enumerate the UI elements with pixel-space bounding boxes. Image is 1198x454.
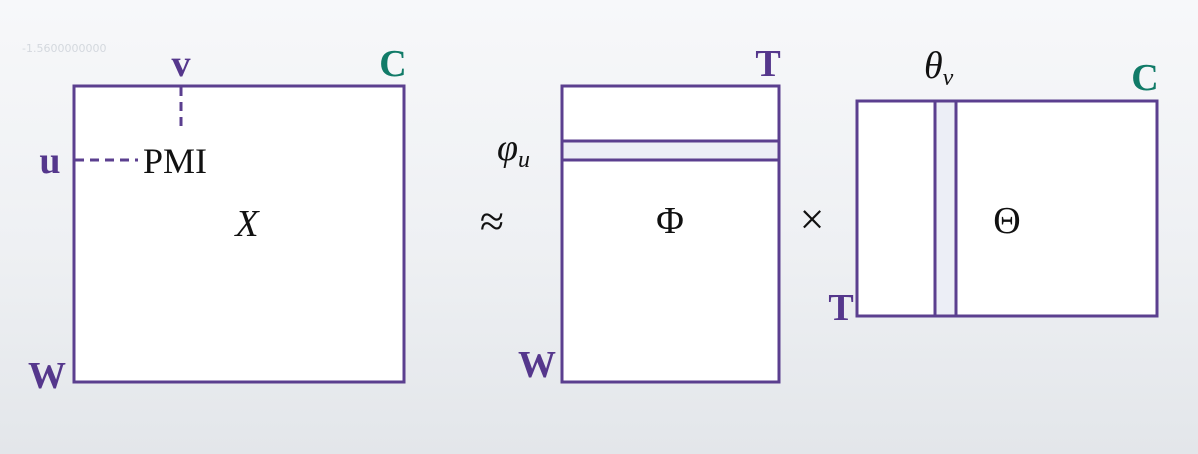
- matrix-phi-col-dim: T: [755, 43, 780, 85]
- matrix-theta-symbol: Θ: [993, 200, 1020, 242]
- matrix-theta-row-dim: T: [828, 287, 853, 329]
- phi-row-vector-label: φu: [497, 127, 530, 173]
- pmi-label: PMI: [143, 141, 207, 181]
- theta-col-vector-label: θv: [924, 45, 954, 91]
- matrix-x-box: [72, 84, 406, 384]
- matrix-theta-box: [855, 99, 1159, 318]
- phi-row-vector-highlight: [560, 139, 781, 162]
- matrix-x-col-dim: C: [379, 43, 406, 85]
- matrix-x: v u PMI X C W: [28, 43, 407, 397]
- matrix-theta-col-dim: C: [1131, 57, 1158, 99]
- matrix-phi-row-dim: W: [518, 344, 556, 386]
- theta-col-vector-highlight: [933, 99, 958, 318]
- matrix-x-symbol: X: [233, 203, 260, 245]
- matrix-phi-symbol: Φ: [656, 200, 684, 242]
- matrix-phi-box: [560, 84, 781, 384]
- matrix-theta: θv Θ C T: [828, 45, 1158, 329]
- matrix-phi: φu Φ T W: [497, 43, 781, 386]
- times-symbol: ×: [800, 195, 825, 244]
- matrix-x-row-dim: W: [28, 355, 66, 397]
- row-index-label: u: [39, 140, 60, 182]
- approx-symbol: ≈: [480, 197, 504, 246]
- background-watermark: -1.5600000000: [22, 42, 106, 55]
- col-index-label: v: [172, 43, 191, 85]
